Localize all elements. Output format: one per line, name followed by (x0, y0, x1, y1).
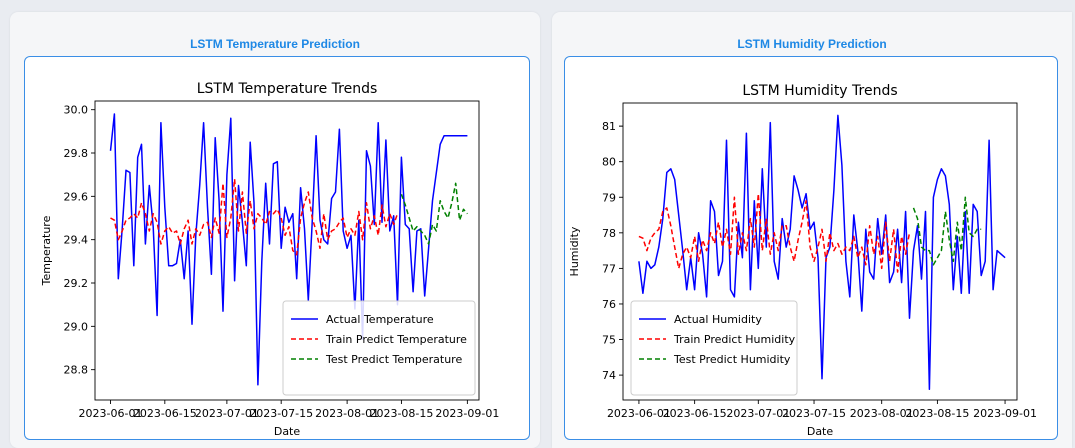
legend-entry-label: Test Predict Humidity (673, 353, 791, 366)
card-title-temperature: LSTM Temperature Prediction (190, 37, 360, 51)
y-axis-label: Humidity (568, 226, 581, 276)
y-tick-label: 78 (602, 227, 616, 240)
y-tick-label: 29.2 (64, 277, 89, 290)
legend-entry-label: Train Predict Temperature (325, 333, 467, 346)
legend-entry-label: Train Predict Humidity (673, 333, 796, 346)
x-tick-label: 2023-08-01 (850, 407, 914, 420)
series-line-1 (638, 114, 1006, 391)
x-tick-label: 2023-07-15 (782, 407, 846, 420)
series-line-3 (912, 196, 982, 266)
x-tick-label: 2023-08-01 (315, 407, 379, 420)
x-tick-label: 2023-07-01 (195, 407, 259, 420)
series-line-2 (110, 178, 399, 256)
humidity-card: LSTM Humidity Prediction LSTM Humidity T… (552, 12, 1072, 448)
y-tick-label: 80 (602, 156, 616, 169)
y-tick-label: 74 (602, 369, 616, 382)
y-tick-label: 29.6 (64, 190, 89, 203)
legend-box (630, 300, 798, 396)
plot-area-frame (622, 102, 1018, 401)
x-tick-label: 2023-09-01 (973, 407, 1037, 420)
x-tick-label: 2023-07-01 (726, 407, 790, 420)
y-tick-label: 29.0 (64, 320, 89, 333)
chart-frame-humidity: LSTM Humidity Trends Date Humidity 74 75 76 77… (564, 56, 1058, 440)
chart-title: LSTM Humidity Trends (742, 83, 897, 99)
y-tick-label: 75 (602, 334, 616, 347)
x-tick-label: 2023-08-15 (369, 407, 433, 420)
x-tick-label: 2023-06-01 (79, 407, 143, 420)
x-tick-label: 2023-08-15 (905, 407, 969, 420)
x-tick-label: 2023-09-01 (435, 407, 499, 420)
series-line-2 (638, 192, 911, 273)
legend-box (282, 300, 476, 396)
y-tick-label: 76 (602, 298, 616, 311)
temperature-card: LSTM Temperature Prediction LSTM Tempera… (10, 12, 540, 448)
humidity-chart: LSTM Humidity Trends Date Humidity 74 75 76 77… (568, 83, 1037, 438)
temperature-chart: LSTM Temperature Trends Date Temperature 28… (40, 81, 499, 438)
y-tick-label: 29.8 (64, 147, 89, 160)
series-line-3 (400, 182, 468, 245)
plot-area-frame (94, 100, 480, 401)
chart-title: LSTM Temperature Trends (197, 81, 378, 97)
y-tick-label: 28.8 (64, 364, 89, 377)
legend-entry-label: Actual Temperature (326, 313, 434, 326)
legend-entry-label: Actual Humidity (674, 313, 762, 326)
x-tick-label: 2023-06-15 (663, 407, 727, 420)
chart-frame-temperature: LSTM Temperature Trends Date Temperature 28… (24, 56, 530, 440)
y-tick-label: 30.0 (64, 104, 89, 117)
series-line-1 (109, 113, 468, 386)
x-tick-label: 2023-07-15 (249, 407, 313, 420)
card-title-humidity: LSTM Humidity Prediction (737, 37, 887, 51)
legend-entry-label: Test Predict Temperature (325, 353, 462, 366)
chart-legend: Actual Humidity Train Predict Humidity Tes… (630, 300, 798, 396)
y-tick-label: 81 (602, 120, 616, 133)
chart-legend: Actual Temperature Train Predict Temperat… (282, 300, 476, 396)
y-tick-label: 79 (602, 191, 616, 204)
y-axis-label: Temperature (40, 215, 53, 286)
x-tick-label: 2023-06-01 (607, 407, 671, 420)
y-tick-label: 77 (602, 262, 616, 275)
y-tick-label: 29.4 (64, 234, 89, 247)
x-axis-label: Date (274, 425, 301, 438)
x-axis-label: Date (807, 425, 834, 438)
x-tick-label: 2023-06-15 (133, 407, 197, 420)
